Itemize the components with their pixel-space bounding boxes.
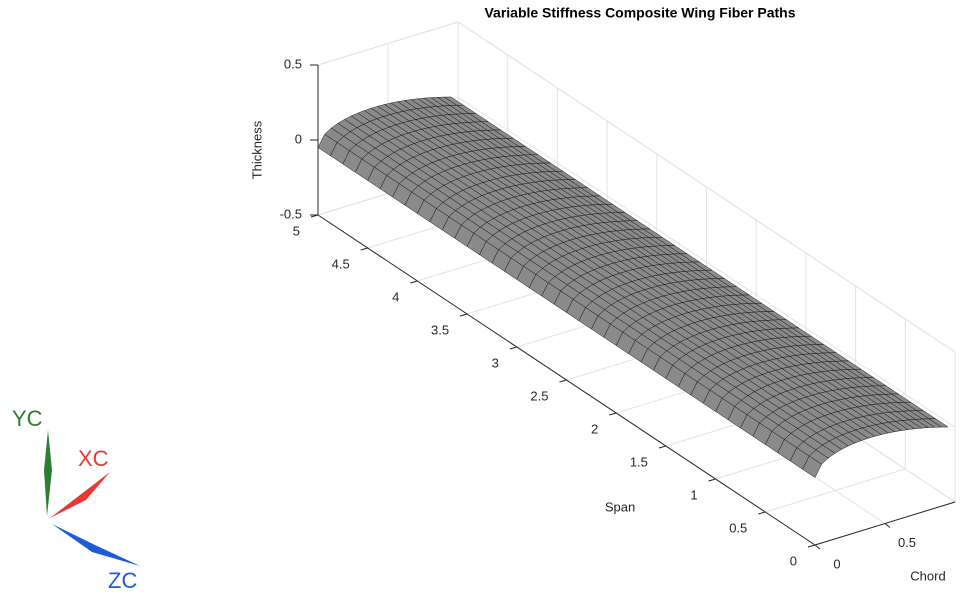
y-tick-label: 2.5	[530, 388, 548, 403]
z-tick-label: 0.5	[284, 56, 302, 71]
chart-title: Variable Stiffness Composite Wing Fiber …	[484, 5, 795, 21]
tick-mark	[814, 544, 821, 550]
y-tick-label: 3	[492, 355, 499, 370]
tick-mark	[410, 280, 418, 284]
coordinate-triad: YC XC ZC	[12, 406, 140, 593]
triad-label: XC	[78, 446, 109, 471]
y-tick-label: 2	[591, 421, 598, 436]
y-tick-label: 4.5	[332, 256, 350, 271]
tick-mark	[609, 412, 617, 416]
tick-mark	[884, 523, 891, 528]
triad-label: ZC	[108, 568, 137, 593]
z-axis-label: Thickness	[249, 120, 264, 179]
x-axis-line	[814, 501, 956, 546]
y-axis-label: Span	[605, 499, 635, 514]
y-axis-line	[317, 214, 816, 546]
triad-label: YC	[12, 406, 43, 431]
tick-mark	[509, 346, 517, 350]
y-tick-label: 5	[293, 223, 300, 238]
z-tick-label: -0.5	[280, 206, 302, 221]
xc-arrow	[50, 472, 110, 518]
zc-arrow	[52, 524, 140, 566]
x-axis-label: Chord	[910, 568, 945, 583]
grid-line	[457, 96, 956, 428]
grid-line	[457, 21, 956, 353]
x-tick-label: 0	[833, 556, 840, 571]
z-tick-label: 0	[295, 131, 302, 146]
yc-arrow	[44, 430, 52, 516]
tick-mark	[459, 313, 468, 317]
tick-mark	[360, 247, 368, 251]
x-tick-label: 0.5	[898, 535, 916, 550]
tick-mark	[708, 478, 716, 482]
y-tick-label: 3.5	[431, 322, 449, 337]
tick-mark	[758, 511, 766, 515]
tick-mark	[658, 445, 667, 449]
wing-surface	[317, 96, 949, 478]
tick-mark	[559, 379, 567, 383]
y-tick-label: 4	[392, 289, 399, 304]
tick-mark	[807, 544, 816, 548]
fiber-cell	[928, 418, 949, 428]
y-tick-label: 1.5	[630, 454, 648, 469]
grid-line	[317, 21, 459, 66]
y-tick-label: 0.5	[729, 520, 747, 535]
y-tick-label: 0	[790, 553, 797, 568]
y-tick-label: 1	[690, 487, 697, 502]
